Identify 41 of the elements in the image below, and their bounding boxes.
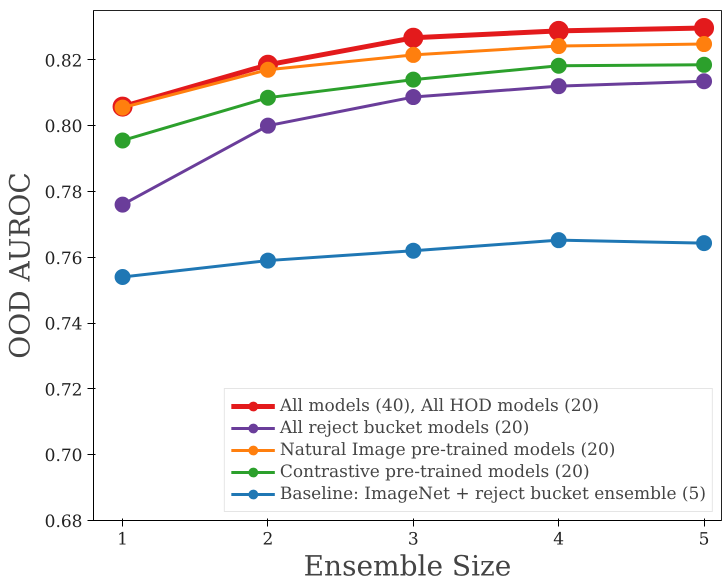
- point: [403, 28, 424, 48]
- point: [114, 132, 131, 148]
- point: [550, 78, 567, 94]
- point: [405, 46, 422, 63]
- point: [405, 242, 422, 259]
- y-tick-label: 0.72: [44, 380, 83, 400]
- point: [114, 269, 131, 285]
- point: [260, 118, 276, 134]
- x-axis-title: Ensemble Size: [304, 550, 512, 582]
- legend-label: Baseline: ImageNet + reject bucket ensemble (5): [280, 483, 706, 505]
- point: [696, 235, 712, 252]
- x-tick-label: 2: [262, 530, 274, 550]
- point: [548, 20, 569, 41]
- point: [696, 73, 712, 90]
- y-axis-title: OOD AUROC: [4, 172, 37, 359]
- point: [405, 89, 422, 106]
- x-tick-label: 1: [117, 530, 128, 550]
- x-tick-label: 4: [553, 530, 564, 550]
- x-tick-label: 5: [698, 530, 710, 550]
- point: [550, 58, 567, 74]
- legend-label: Contrastive pre-trained models (20): [280, 461, 590, 483]
- y-tick-label: 0.76: [44, 248, 83, 269]
- point: [696, 56, 712, 73]
- point: [550, 38, 567, 54]
- y-tick-label: 0.74: [44, 314, 83, 335]
- point: [405, 72, 422, 88]
- x-tick-label: 3: [408, 530, 419, 550]
- point: [694, 18, 714, 38]
- point: [114, 196, 131, 213]
- legend-label: All models (40), All HOD models (20): [280, 395, 600, 417]
- y-tick-label: 0.78: [44, 182, 83, 203]
- legend-label: Natural Image pre-trained models (20): [280, 439, 616, 461]
- point: [260, 90, 276, 106]
- point: [696, 36, 712, 52]
- y-tick-label: 0.68: [44, 512, 83, 532]
- y-tick-label: 0.70: [44, 446, 83, 466]
- legend-label: All reject bucket models (20): [280, 417, 530, 439]
- y-tick-label: 0.82: [44, 51, 83, 72]
- point: [550, 232, 567, 248]
- point: [260, 252, 276, 269]
- y-tick-label: 0.80: [44, 117, 83, 138]
